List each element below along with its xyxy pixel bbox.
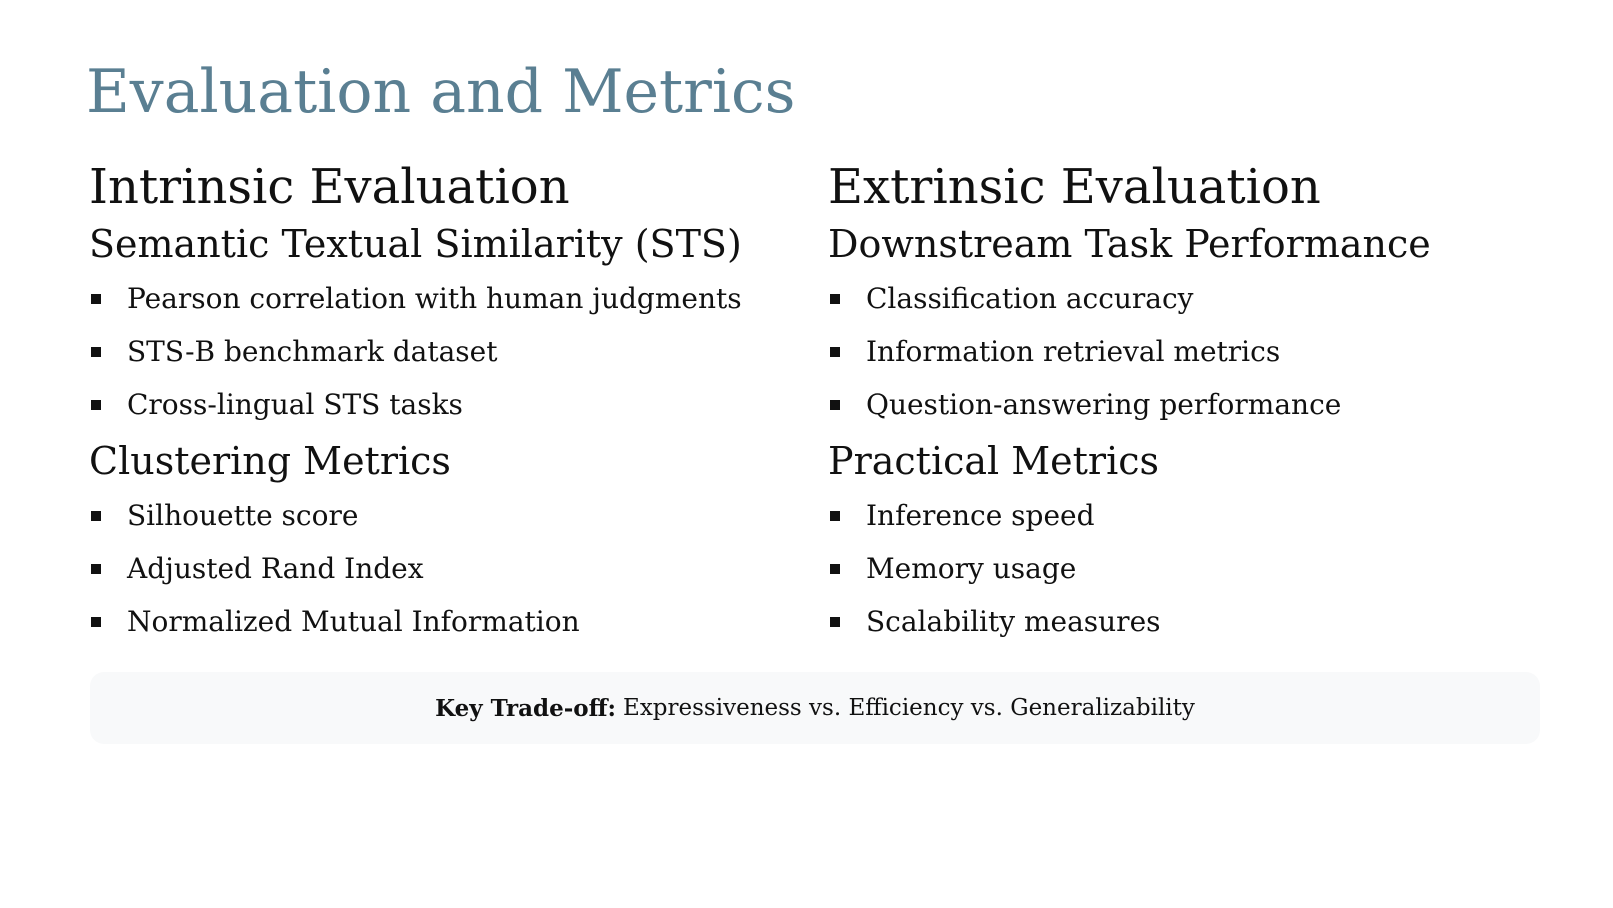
list-item-text: Inference speed — [866, 499, 1095, 532]
square-bullet-icon — [91, 511, 101, 521]
square-bullet-icon — [91, 347, 101, 357]
key-tradeoff-callout: Key Trade-off: Expressiveness vs. Effici… — [90, 672, 1540, 744]
list-item: Cross-lingual STS tasks — [89, 378, 789, 431]
square-bullet-icon — [830, 564, 840, 574]
square-bullet-icon — [830, 511, 840, 521]
extrinsic-column: Extrinsic Evaluation Downstream Task Per… — [828, 156, 1528, 652]
intrinsic-heading: Intrinsic Evaluation — [89, 159, 570, 215]
square-bullet-icon — [830, 294, 840, 304]
clustering-list: Silhouette score Adjusted Rand Index Nor… — [89, 489, 789, 648]
list-item: Inference speed — [828, 489, 1528, 542]
sts-list: Pearson correlation with human judgments… — [89, 272, 789, 431]
list-item-text: Adjusted Rand Index — [127, 552, 424, 585]
square-bullet-icon — [830, 347, 840, 357]
list-item: Classification accuracy — [828, 272, 1528, 325]
square-bullet-icon — [91, 617, 101, 627]
list-item-text: Cross-lingual STS tasks — [127, 388, 463, 421]
practical-subheading: Practical Metrics — [828, 439, 1160, 483]
square-bullet-icon — [91, 294, 101, 304]
clustering-subheading: Clustering Metrics — [89, 439, 451, 483]
list-item: Normalized Mutual Information — [89, 595, 789, 648]
list-item: Pearson correlation with human judgments — [89, 272, 789, 325]
practical-list: Inference speed Memory usage Scalability… — [828, 489, 1528, 648]
list-item: Adjusted Rand Index — [89, 542, 789, 595]
square-bullet-icon — [830, 400, 840, 410]
list-item: Memory usage — [828, 542, 1528, 595]
list-item-text: Information retrieval metrics — [866, 335, 1281, 368]
list-item-text: Normalized Mutual Information — [127, 605, 580, 638]
list-item-text: Pearson correlation with human judgments — [127, 282, 742, 315]
list-item-text: Question-answering performance — [866, 388, 1342, 421]
list-item: Information retrieval metrics — [828, 325, 1528, 378]
intrinsic-column: Intrinsic Evaluation Semantic Textual Si… — [89, 156, 789, 652]
extrinsic-heading: Extrinsic Evaluation — [828, 159, 1321, 215]
downstream-subheading: Downstream Task Performance — [828, 222, 1431, 266]
list-item-text: Memory usage — [866, 552, 1077, 585]
tradeoff-text: Expressiveness vs. Efficiency vs. Genera… — [623, 695, 1195, 721]
list-item: Scalability measures — [828, 595, 1528, 648]
slide-title: Evaluation and Metrics — [86, 57, 796, 127]
square-bullet-icon — [91, 400, 101, 410]
downstream-list: Classification accuracy Information retr… — [828, 272, 1528, 431]
sts-subheading: Semantic Textual Similarity (STS) — [89, 222, 742, 266]
list-item-text: Scalability measures — [866, 605, 1161, 638]
list-item-text: STS-B benchmark dataset — [127, 335, 498, 368]
list-item-text: Classification accuracy — [866, 282, 1194, 315]
list-item: Silhouette score — [89, 489, 789, 542]
list-item-text: Silhouette score — [127, 499, 359, 532]
list-item: STS-B benchmark dataset — [89, 325, 789, 378]
square-bullet-icon — [91, 564, 101, 574]
square-bullet-icon — [830, 617, 840, 627]
tradeoff-label: Key Trade-off: — [435, 694, 617, 722]
list-item: Question-answering performance — [828, 378, 1528, 431]
